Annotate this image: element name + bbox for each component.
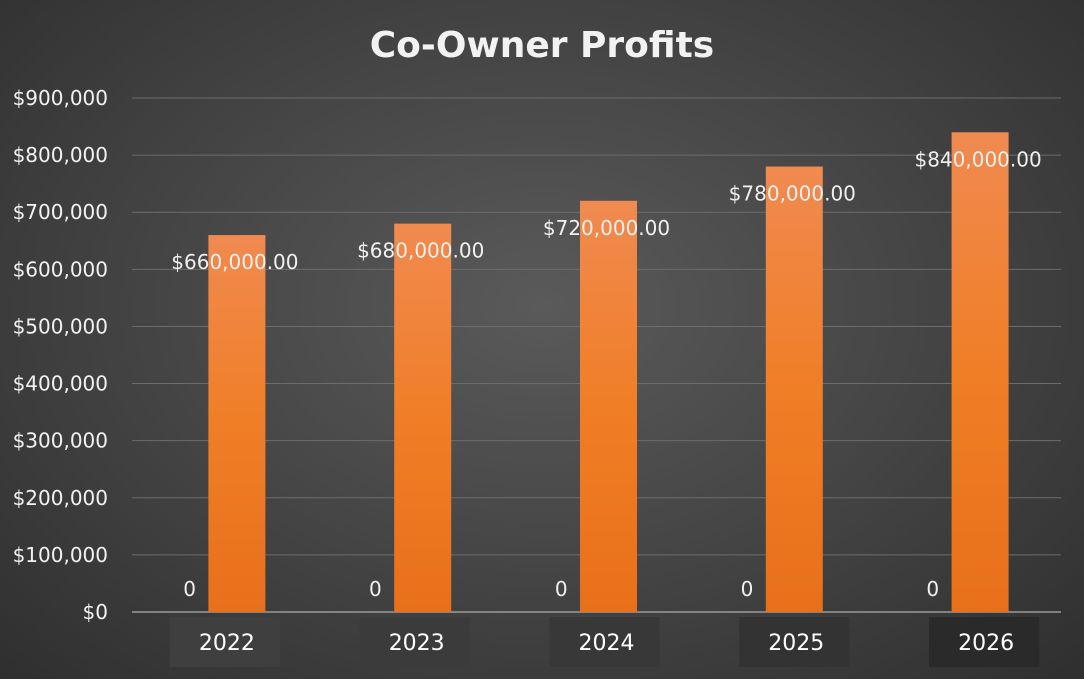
x-tick-label-2022: 2022 xyxy=(199,631,255,656)
x-axis: 2022 2023 2024 2025 2026 xyxy=(169,617,1040,667)
category-label-bg xyxy=(359,617,470,667)
y-tick-label: $0 xyxy=(83,600,108,624)
bar-2026 xyxy=(951,132,1009,612)
y-tick-label: $100,000 xyxy=(13,543,108,567)
y-tick-label: $700,000 xyxy=(13,200,108,224)
data-label-zero: 0 xyxy=(926,577,939,601)
category-label-bg xyxy=(929,617,1040,667)
y-tick-label: $900,000 xyxy=(13,86,108,110)
bars xyxy=(208,132,1009,613)
bar-2025 xyxy=(765,166,823,613)
data-label-2025: $780,000.00 xyxy=(729,182,856,206)
y-tick-label: $600,000 xyxy=(13,257,108,281)
y-tick-label: $300,000 xyxy=(13,429,108,453)
data-labels: 0 $660,000.00 0 $680,000.00 0 $720,000.00 0 $78… xyxy=(171,147,1041,601)
y-tick-label: $200,000 xyxy=(13,486,108,510)
category-label-bg xyxy=(169,617,280,667)
data-label-2024: $720,000.00 xyxy=(543,216,670,240)
x-tick-label-2025: 2025 xyxy=(768,631,824,656)
y-axis: $0 $100,000 $200,000 $300,000 $400,000 $500,0… xyxy=(13,86,108,624)
data-label-zero: 0 xyxy=(741,577,754,601)
bar-2023 xyxy=(394,223,452,612)
data-label-2022: $660,000.00 xyxy=(171,250,298,274)
y-tick-label: $800,000 xyxy=(13,143,108,167)
data-label-2023: $680,000.00 xyxy=(357,239,484,263)
x-tick-label-2026: 2026 xyxy=(958,631,1014,656)
bar-2022 xyxy=(208,235,266,613)
x-tick-label-2023: 2023 xyxy=(389,631,445,656)
data-label-zero: 0 xyxy=(183,577,196,601)
x-tick-label-2024: 2024 xyxy=(579,631,635,656)
chart-title: Co-Owner Profits xyxy=(370,25,714,66)
bar-2024 xyxy=(580,200,637,613)
category-label-bg xyxy=(549,617,660,667)
data-label-zero: 0 xyxy=(369,577,382,601)
data-label-zero: 0 xyxy=(555,577,568,601)
y-tick-label: $400,000 xyxy=(13,372,108,396)
y-tick-label: $500,000 xyxy=(13,314,108,338)
category-label-bg xyxy=(739,617,850,667)
data-label-2026: $840,000.00 xyxy=(914,147,1041,171)
